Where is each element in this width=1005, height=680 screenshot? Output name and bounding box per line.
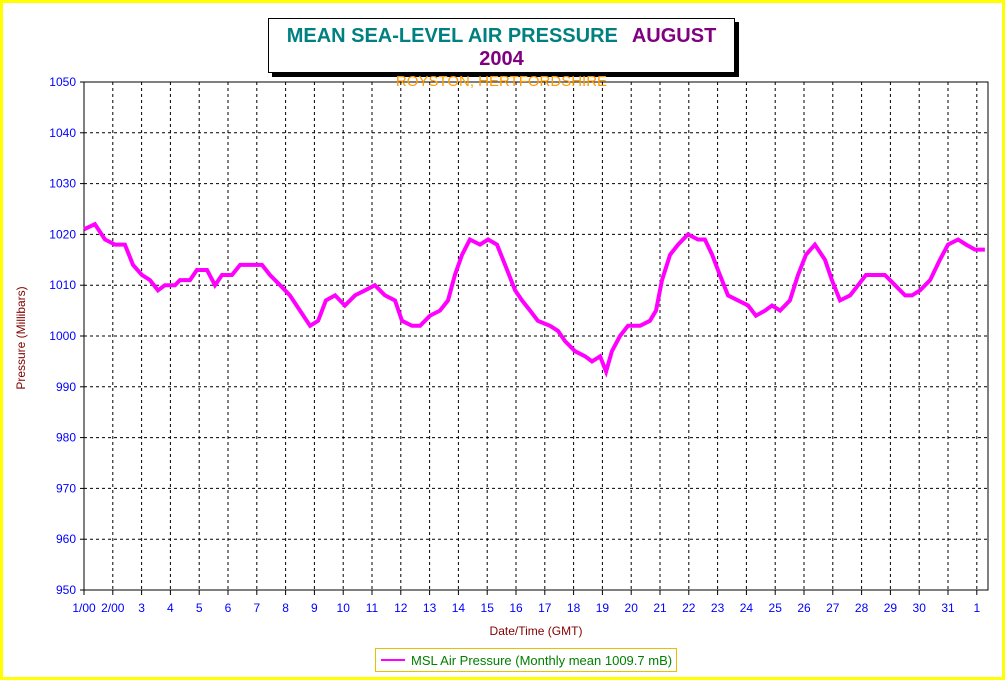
chart-subtitle: ROYSTON, HERTFORDSHIRE: [395, 73, 608, 90]
x-tick-label: 17: [538, 601, 552, 615]
x-tick-label: 30: [913, 601, 927, 615]
x-tick-label: 5: [196, 601, 203, 615]
x-tick-label: 25: [769, 601, 783, 615]
chart-title: MEAN SEA-LEVEL AIR PRESSURE: [286, 25, 618, 47]
y-tick-label: 1050: [49, 75, 76, 89]
y-tick-label: 950: [56, 583, 76, 597]
x-tick-label: 16: [509, 601, 523, 615]
x-tick-label: 2/00: [101, 601, 125, 615]
title-box: MEAN SEA-LEVEL AIR PRESSURE AUGUST 2004 R…: [268, 18, 735, 90]
x-tick-label: 23: [711, 601, 725, 615]
legend-label: MSL Air Pressure (Monthly mean 1009.7 mB…: [411, 652, 673, 668]
y-tick-label: 960: [56, 532, 76, 546]
x-tick-label: 13: [423, 601, 437, 615]
x-tick-label: 28: [855, 601, 869, 615]
y-axis-label: Pressure (Millibars): [14, 286, 28, 389]
x-tick-label: 24: [740, 601, 754, 615]
y-tick-label: 980: [56, 431, 76, 445]
legend-swatch: [381, 659, 405, 661]
x-tick-label: 3: [138, 601, 145, 615]
y-tick-label: 1020: [49, 227, 76, 241]
x-tick-label: 4: [167, 601, 174, 615]
x-tick-label: 12: [394, 601, 408, 615]
legend: MSL Air Pressure (Monthly mean 1009.7 mB…: [375, 648, 677, 672]
x-tick-label: 27: [826, 601, 840, 615]
x-tick-label: 1: [973, 601, 980, 615]
x-tick-label: 29: [884, 601, 898, 615]
x-axis-label: Date/Time (GMT): [490, 624, 583, 638]
plot-border: [83, 81, 989, 591]
x-tick-label: 7: [253, 601, 260, 615]
x-tick-label: 9: [311, 601, 318, 615]
chart-plot: 9509609709809901000101010201030104010501…: [14, 75, 989, 638]
y-tick-label: 1000: [49, 329, 76, 343]
y-tick-label: 970: [56, 481, 76, 495]
y-tick-label: 1040: [49, 126, 76, 140]
x-tick-label: 6: [225, 601, 232, 615]
x-tick-label: 20: [625, 601, 639, 615]
pressure-series-line: [83, 221, 985, 378]
x-tick-label: 8: [282, 601, 289, 615]
x-tick-label: 19: [596, 601, 610, 615]
x-tick-label: 11: [366, 601, 379, 615]
chart-title-period: AUGUST 2004: [479, 25, 717, 70]
x-tick-label: 1/00: [72, 601, 96, 615]
x-tick-label: 21: [653, 601, 667, 615]
y-tick-label: 1010: [49, 278, 76, 292]
x-tick-label: 22: [682, 601, 696, 615]
x-tick-label: 14: [452, 601, 466, 615]
x-tick-label: 10: [337, 601, 351, 615]
y-tick-label: 990: [56, 380, 76, 394]
y-tick-label: 1030: [49, 177, 76, 191]
x-tick-label: 31: [941, 601, 955, 615]
x-tick-label: 15: [481, 601, 495, 615]
x-tick-label: 26: [797, 601, 811, 615]
x-tick-label: 18: [567, 601, 581, 615]
